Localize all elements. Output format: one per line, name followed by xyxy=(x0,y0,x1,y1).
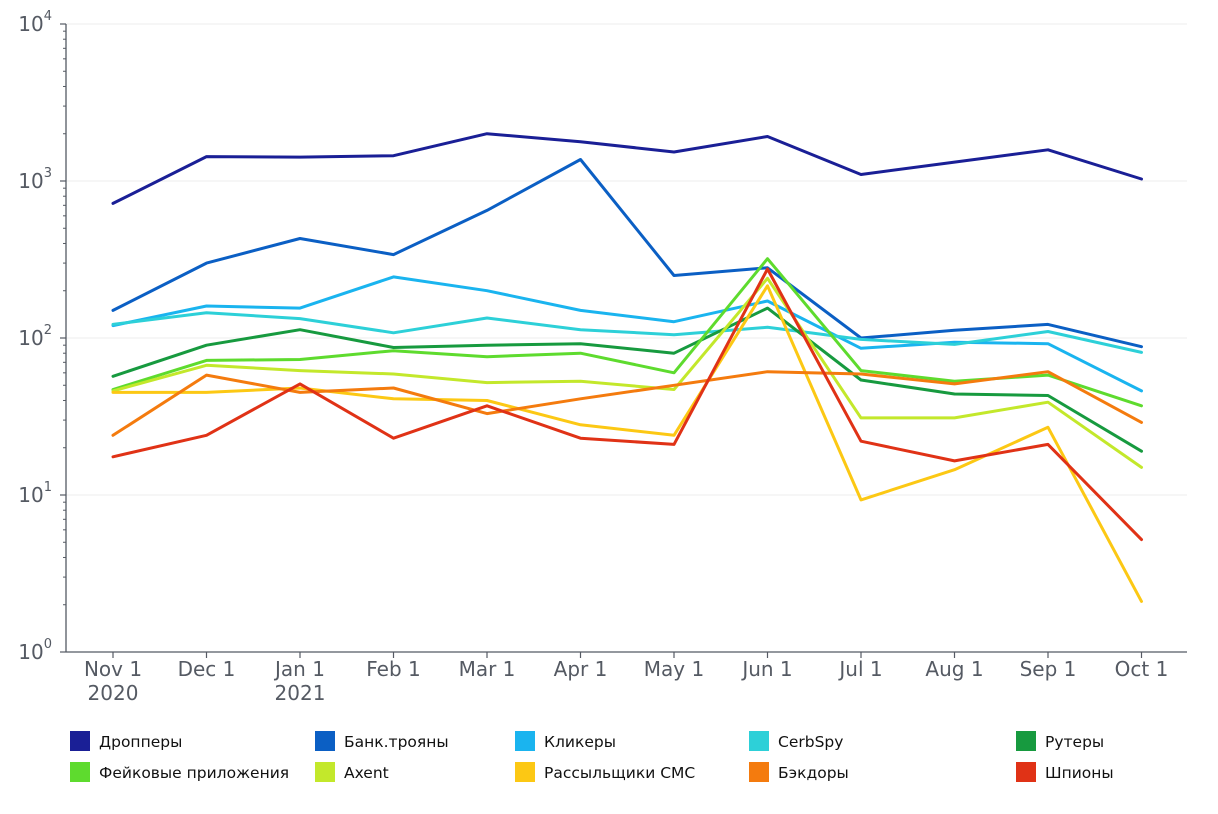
legend-label: Кликеры xyxy=(544,733,616,751)
series-line-1 xyxy=(111,158,1143,349)
legend-swatch xyxy=(749,762,769,782)
legend-swatch xyxy=(315,731,335,751)
x-tick-label-9: Aug 1 xyxy=(925,657,983,681)
series-line-8 xyxy=(111,370,1143,437)
legend-label: Рассыльщики СМС xyxy=(544,764,695,782)
legend-label: CerbSpy xyxy=(778,733,843,751)
axes xyxy=(60,23,1187,658)
series-line-0 xyxy=(111,132,1143,205)
legend-item-2: Кликеры xyxy=(515,731,616,751)
y-tick-base: 10 xyxy=(18,640,43,664)
y-tick-base: 10 xyxy=(18,12,43,36)
x-tick-label-7: Jun 1 xyxy=(740,657,792,681)
legend-swatch xyxy=(515,762,535,782)
x-tick-year-2: 2021 xyxy=(275,681,326,705)
legend-item-5: Фейковые приложения xyxy=(70,762,289,782)
gridlines xyxy=(66,23,1187,496)
y-tick-exponent: 0 xyxy=(44,637,52,652)
legend-item-9: Шпионы xyxy=(1016,762,1114,782)
y-tick-exponent: 3 xyxy=(44,166,52,181)
legend-label: Банк.трояны xyxy=(344,733,449,751)
x-tick-label-8: Jul 1 xyxy=(837,657,882,681)
x-tick-label-1: Dec 1 xyxy=(178,657,236,681)
x-tick-label-4: Mar 1 xyxy=(459,657,516,681)
legend-item-0: Дропперы xyxy=(70,731,182,751)
legend-item-6: Axent xyxy=(315,762,389,782)
series-line-6 xyxy=(111,276,1143,469)
series-line-9 xyxy=(111,267,1143,542)
x-tick-label-3: Feb 1 xyxy=(366,657,421,681)
legend-item-3: CerbSpy xyxy=(749,731,843,751)
series-lines xyxy=(111,132,1143,603)
y-tick-base: 10 xyxy=(18,326,43,350)
legend-swatch xyxy=(70,762,90,782)
legend-swatch xyxy=(70,731,90,751)
legend-swatch xyxy=(315,762,335,782)
legend-label: Бэкдоры xyxy=(778,764,849,782)
series-line-3 xyxy=(111,311,1143,354)
x-tick-label-11: Oct 1 xyxy=(1115,657,1169,681)
y-tick-base: 10 xyxy=(18,169,43,193)
y-tick-label-0: 100 xyxy=(18,637,52,664)
y-tick-exponent: 4 xyxy=(44,9,52,24)
legend-swatch xyxy=(515,731,535,751)
y-tick-label-1: 101 xyxy=(18,480,52,507)
y-tick-exponent: 2 xyxy=(44,323,52,338)
legend-swatch xyxy=(749,731,769,751)
legend-label: Фейковые приложения xyxy=(99,764,289,782)
x-tick-label-6: May 1 xyxy=(644,657,704,681)
legend-swatch xyxy=(1016,731,1036,751)
legend-label: Шпионы xyxy=(1045,764,1114,782)
x-tick-year-0: 2020 xyxy=(88,681,139,705)
x-tick-label-0: Nov 1 xyxy=(84,657,142,681)
legend: Дропперы Банк.трояны Кликеры CerbSpy Рутеры Ф… xyxy=(70,731,1114,782)
legend-item-7: Рассыльщики СМС xyxy=(515,762,695,782)
y-tick-base: 10 xyxy=(18,483,43,507)
legend-item-1: Банк.трояны xyxy=(315,731,449,751)
legend-label: Рутеры xyxy=(1045,733,1104,751)
y-tick-label-3: 103 xyxy=(18,166,52,193)
y-tick-exponent: 1 xyxy=(44,480,52,495)
y-tick-label-2: 102 xyxy=(18,323,52,350)
y-tick-label-4: 104 xyxy=(18,9,52,36)
legend-label: Axent xyxy=(344,764,389,782)
legend-item-4: Рутеры xyxy=(1016,731,1104,751)
series-line-5 xyxy=(111,257,1143,408)
legend-label: Дропперы xyxy=(99,733,182,751)
series-line-4 xyxy=(111,306,1143,453)
x-tick-label-10: Sep 1 xyxy=(1020,657,1077,681)
x-tick-label-2: Jan 1 xyxy=(273,657,325,681)
legend-item-8: Бэкдоры xyxy=(749,762,849,782)
legend-swatch xyxy=(1016,762,1036,782)
x-tick-label-5: Apr 1 xyxy=(554,657,608,681)
